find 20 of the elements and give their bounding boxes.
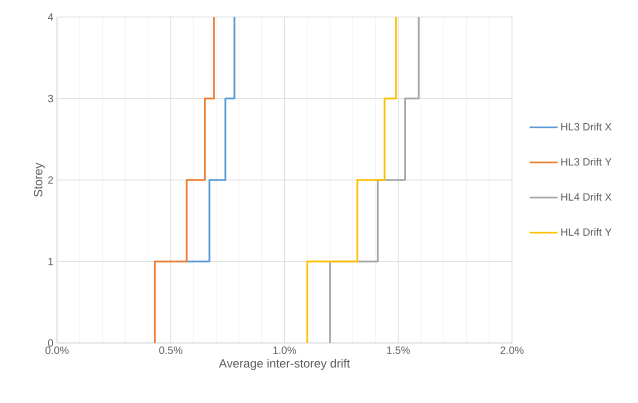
line-series: [154, 16, 215, 343]
legend-label: HL3 Drift X: [561, 122, 612, 130]
y-tick-label: 3: [48, 94, 54, 102]
x-axis-title: Average inter-storey drift: [218, 358, 350, 370]
x-tick-label: 0.0%: [45, 346, 69, 354]
y-tick-label: 0: [48, 339, 54, 347]
line-series: [329, 16, 420, 343]
legend-label: HL4 Drift X: [561, 192, 612, 201]
line-series: [306, 16, 397, 343]
x-tick-label: 1.5%: [387, 346, 410, 354]
line-series: [186, 16, 236, 262]
y-tick-label: 1: [48, 258, 53, 266]
y-axis-title: Storey: [34, 162, 45, 197]
y-tick-label: 4: [48, 13, 54, 21]
legend-label: HL4 Drift Y: [561, 228, 612, 236]
y-tick-label: 2: [48, 176, 53, 184]
x-tick-label: 0.5%: [159, 346, 182, 354]
legend-label: HL3 Drift Y: [561, 158, 612, 166]
x-tick-label: 1.0%: [273, 346, 296, 354]
x-tick-label: 2.0%: [500, 346, 524, 354]
